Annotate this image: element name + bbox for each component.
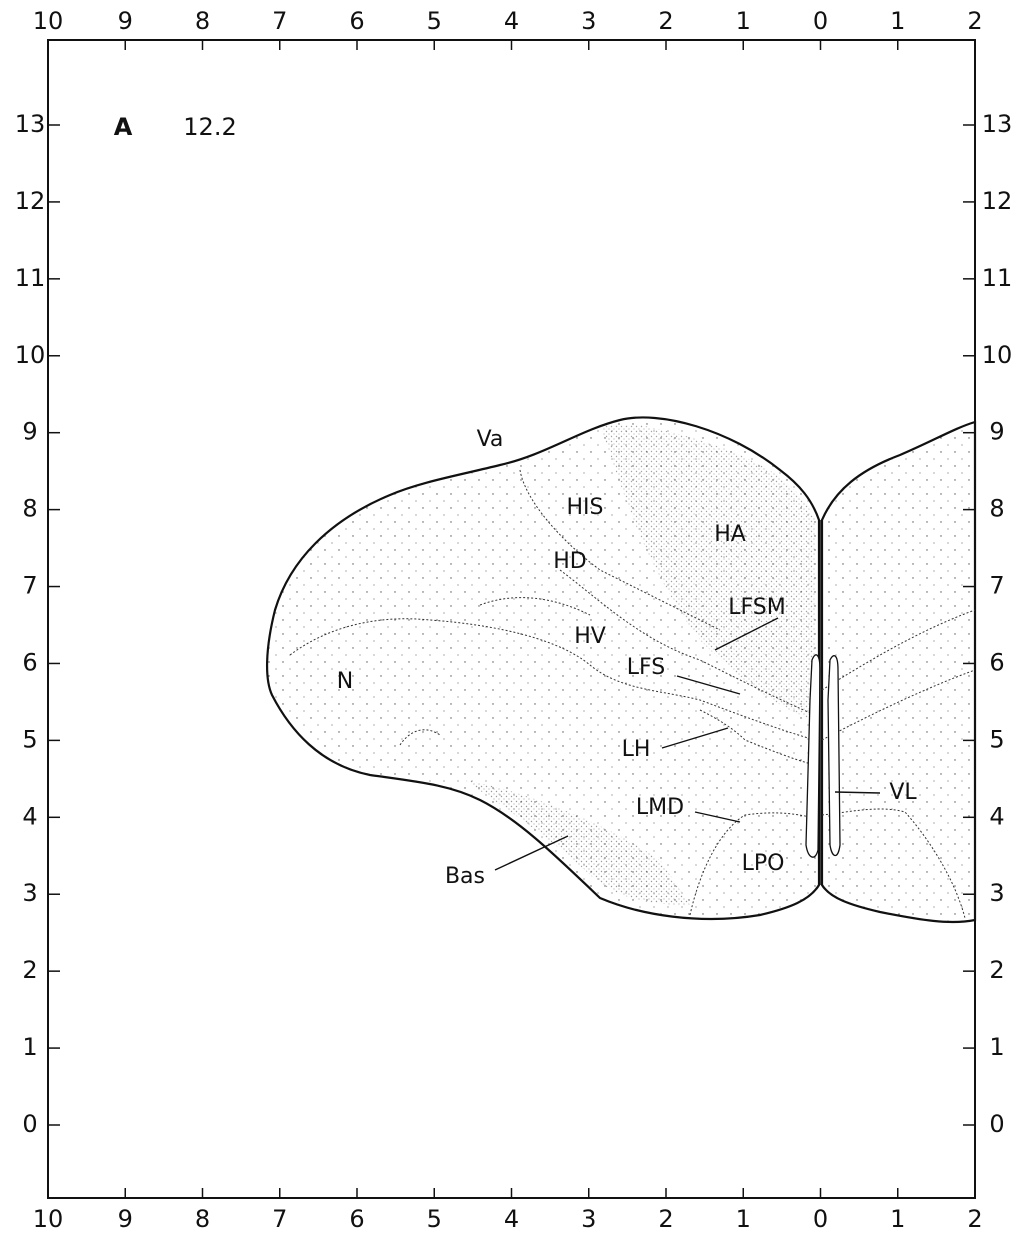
right-axis-label: 3: [989, 879, 1004, 907]
right-hemisphere: [820, 420, 977, 924]
right-axis-label: 11: [982, 264, 1013, 292]
left-axis-label: 9: [22, 418, 37, 446]
left-axis-label: 2: [22, 956, 37, 984]
bottom-axis-label: 1: [890, 1205, 905, 1233]
left-axis-label: 8: [22, 495, 37, 523]
left-axis-label: 7: [22, 572, 37, 600]
bottom-axis-label: 8: [195, 1205, 210, 1233]
bottom-axis-label: 1: [736, 1205, 751, 1233]
region-label: LH: [622, 737, 651, 762]
region-label: LFS: [627, 655, 666, 680]
region-label: LMD: [636, 795, 684, 820]
bottom-axis-label: 4: [504, 1205, 519, 1233]
region-label: Va: [477, 427, 504, 452]
region-labels: Va HIS HA HD LFSM HV LFS N LH VL LMD LPO Bas: [337, 427, 918, 889]
bottom-axis-label: 2: [967, 1205, 982, 1233]
bottom-axis-label: 0: [813, 1205, 828, 1233]
left-axis-label: 13: [15, 110, 46, 138]
top-axis-label: 3: [581, 7, 596, 35]
left-axis-label: 1: [22, 1033, 37, 1061]
axes: 10 9 8 7 6 5 4 3 2 1 0 1 210 9 8 7 6 5 4 3 2 1 0 1 2131211109876…: [15, 7, 1013, 1233]
region-label: LFSM: [728, 595, 785, 620]
region-label: Bas: [445, 864, 485, 889]
top-axis-label: 7: [272, 7, 287, 35]
bottom-axis-label: 7: [272, 1205, 287, 1233]
right-axis-label: 7: [989, 572, 1004, 600]
region-label: VL: [889, 780, 917, 805]
ha-stipple: [600, 425, 815, 720]
left-axis-label: 0: [22, 1110, 37, 1138]
left-axis-label: 10: [15, 341, 46, 369]
right-axis-label: 0: [989, 1110, 1004, 1138]
right-axis-label: 6: [989, 648, 1004, 676]
left-axis-label: 12: [15, 187, 46, 215]
top-axis-label: 9: [118, 7, 133, 35]
section-prefix: A: [114, 113, 133, 141]
bottom-axis-label: 2: [658, 1205, 673, 1233]
top-axis-label: 6: [349, 7, 364, 35]
top-axis-label: 2: [967, 7, 982, 35]
right-axis-label: 12: [982, 187, 1013, 215]
left-axis-label: 6: [22, 648, 37, 676]
region-label: HV: [574, 624, 606, 649]
bottom-axis-label: 6: [349, 1205, 364, 1233]
right-axis-label: 10: [982, 341, 1013, 369]
right-axis-label: 13: [982, 110, 1013, 138]
brain-section: [266, 416, 977, 924]
top-axis-label: 10: [33, 7, 64, 35]
top-axis-label: 0: [813, 7, 828, 35]
section-level: 12.2: [183, 113, 236, 141]
right-axis-label: 5: [989, 725, 1004, 753]
top-axis-label: 1: [890, 7, 905, 35]
right-axis-label: 9: [989, 418, 1004, 446]
region-label: HA: [714, 522, 746, 547]
right-axis-label: 8: [989, 495, 1004, 523]
top-axis-label: 5: [427, 7, 442, 35]
right-axis-label: 4: [989, 802, 1004, 830]
bottom-axis-label: 10: [33, 1205, 64, 1233]
top-axis-label: 1: [736, 7, 751, 35]
region-label: HD: [553, 549, 586, 574]
bas-stipple: [465, 780, 690, 905]
region-label: HIS: [567, 495, 604, 520]
region-label: LPO: [742, 851, 785, 876]
top-axis-label: 4: [504, 7, 519, 35]
bottom-axis-label: 5: [427, 1205, 442, 1233]
right-axis-label: 1: [989, 1033, 1004, 1061]
left-axis-label: 3: [22, 879, 37, 907]
left-axis-label: 11: [15, 264, 46, 292]
right-axis-label: 2: [989, 956, 1004, 984]
top-axis-label: 2: [658, 7, 673, 35]
bottom-axis-label: 9: [118, 1205, 133, 1233]
left-axis-label: 5: [22, 725, 37, 753]
bottom-axis-label: 3: [581, 1205, 596, 1233]
top-axis-label: 8: [195, 7, 210, 35]
left-axis-label: 4: [22, 802, 37, 830]
region-label: N: [337, 669, 353, 694]
